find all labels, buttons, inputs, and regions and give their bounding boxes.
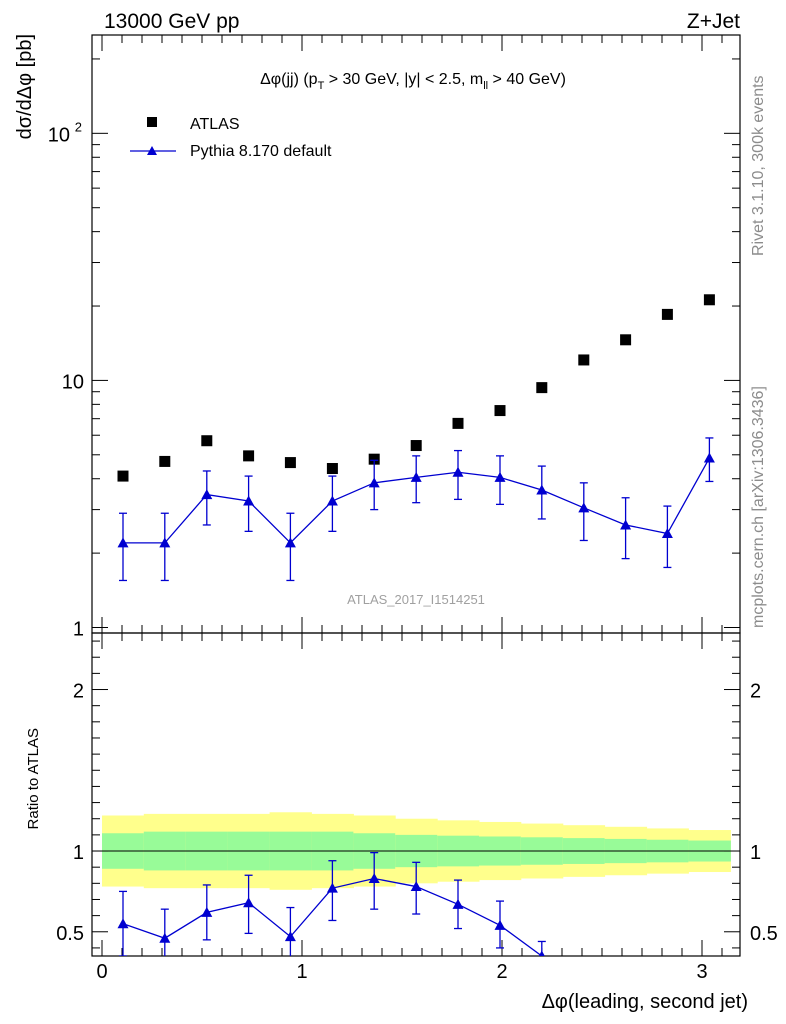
ratio-xlabel: Δφ(leading, second jet)	[542, 991, 748, 1013]
legend-atlas-label: ATLAS	[190, 116, 240, 133]
ratio-point-2	[201, 906, 213, 917]
ratio-point-8	[452, 898, 464, 909]
ratio-point-1	[159, 932, 171, 943]
ratio-point-10	[538, 950, 545, 956]
title-prefix: Δφ(jj) (p	[260, 71, 318, 88]
ratio-ytick-label-right: 0.5	[750, 923, 778, 945]
pythia-point-2	[201, 489, 213, 500]
title-pt-subscript: T	[318, 80, 325, 92]
pythia-point-11	[578, 502, 590, 513]
main-ylabel: dσ/dΔφ [pb]	[14, 34, 36, 139]
atlas-point-13	[661, 308, 673, 320]
ratio-ytick-label: 1	[73, 842, 84, 864]
main-ytick-label: 10	[62, 371, 84, 393]
atlas-point-8	[452, 417, 464, 429]
ratio-xtick-label: 2	[496, 961, 507, 983]
atlas-point-5	[326, 463, 338, 475]
ratio-data	[117, 851, 631, 988]
pythia-point-9	[494, 471, 506, 482]
ratio-point-3	[243, 897, 255, 908]
pythia-point-13	[661, 528, 673, 539]
atlas-point-9	[494, 405, 506, 417]
legend-atlas-marker	[147, 117, 157, 127]
title-suffix: > 40 GeV)	[488, 71, 566, 88]
pythia-point-4	[284, 537, 296, 548]
atlas-point-3	[243, 450, 255, 462]
ratio-point-4	[284, 931, 296, 942]
pythia-point-14	[703, 452, 715, 463]
ratio-ytick-label-right: 1	[750, 842, 761, 864]
ratio-ytick-label: 2	[73, 681, 84, 703]
legend-pythia-label: Pythia 8.170 default	[190, 143, 332, 160]
legend-pythia-marker	[147, 146, 157, 155]
pythia-point-10	[536, 484, 548, 495]
main-ytick-label: 10	[48, 124, 70, 146]
pythia-point-1	[159, 537, 171, 548]
ratio-ytick-label: 0.5	[56, 923, 84, 945]
atlas-point-2	[201, 435, 213, 447]
ratio-point-6	[368, 872, 380, 883]
main-title: Δφ(jj) (pT > 30 GeV, |y| < 2.5, mll > 40…	[260, 71, 566, 92]
header-right: Z+Jet	[687, 10, 740, 33]
rivet-label: Rivet 3.1.10, 300k events	[750, 75, 767, 256]
atlas-point-0	[117, 470, 129, 482]
pythia-point-7	[410, 471, 422, 482]
ratio-point-9	[494, 919, 506, 930]
header-left: 13000 GeV pp	[104, 10, 239, 33]
pythia-point-5	[326, 495, 338, 506]
atlas-point-10	[536, 382, 548, 394]
atlas-point-4	[284, 457, 296, 469]
ratio-ytick-label-right: 2	[750, 681, 761, 703]
pythia-point-0	[117, 537, 129, 548]
ratio-ylabel: Ratio to ATLAS	[25, 728, 42, 829]
ratio-frame	[91, 632, 741, 957]
ratio-point-12	[620, 978, 631, 988]
pythia-point-12	[620, 519, 632, 530]
legend: ATLAS Pythia 8.170 default	[130, 116, 332, 160]
ratio-point-5	[326, 882, 338, 893]
ratio-xtick-label: 1	[296, 961, 307, 983]
main-ytick-label-exponent: 2	[75, 119, 82, 134]
pythia-point-8	[452, 466, 464, 477]
ratio-uncertainty-bands	[92, 812, 740, 890]
ratio-xtick-label: 3	[696, 961, 707, 983]
mcplots-label: mcplots.cern.ch [arXiv:1306.3436]	[750, 386, 767, 628]
pythia-point-3	[243, 495, 255, 506]
atlas-point-6	[368, 453, 380, 465]
ratio-point-7	[410, 881, 422, 892]
title-m-subscript: ll	[483, 80, 488, 92]
analysis-watermark: ATLAS_2017_I1514251	[347, 592, 485, 607]
atlas-point-12	[620, 334, 632, 346]
ratio-xtick-label: 0	[96, 961, 107, 983]
ratio-point-11	[578, 967, 589, 977]
pythia-point-6	[368, 477, 380, 488]
main-ytick-label: 1	[73, 618, 84, 640]
atlas-point-1	[159, 455, 171, 467]
ratio-point-0	[117, 918, 129, 929]
ratio-axes: 0.5 0.5 1 1 2 2 0 1 2 3	[56, 632, 778, 983]
main-data	[117, 294, 715, 582]
atlas-point-14	[703, 294, 715, 306]
atlas-point-7	[410, 440, 422, 452]
atlas-point-11	[578, 354, 590, 366]
title-mid: > 30 GeV, |y| < 2.5, m	[324, 71, 483, 88]
